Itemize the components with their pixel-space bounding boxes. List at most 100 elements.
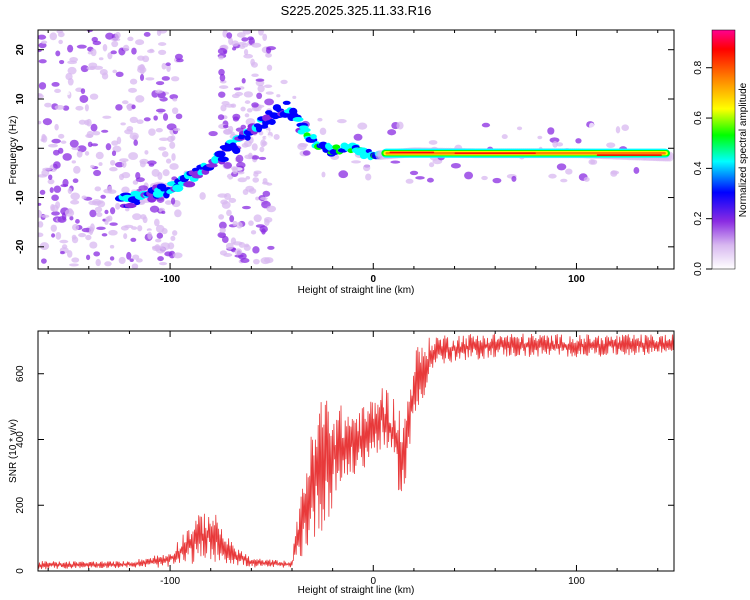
snr-panel: -100 0 100 0 200 400 600 Height of straight li… xyxy=(8,330,675,596)
spectrogram-noise-blob xyxy=(158,49,167,55)
spectrogram-noise-blob xyxy=(170,135,176,141)
spectrogram-noise-blob xyxy=(38,174,48,178)
spectrogram-noise-blob xyxy=(90,143,99,147)
snr-xlabel: Height of straight line (km) xyxy=(298,585,415,596)
spectrogram-noise-blob xyxy=(42,167,52,171)
spectrogram-noise-blob xyxy=(89,65,96,70)
spectrogram-noise-blob xyxy=(38,34,47,40)
spectrogram-noise-blob xyxy=(59,239,69,244)
spectrogram-noise-blob xyxy=(292,95,297,100)
spectrogram-noise-blob xyxy=(537,135,543,140)
spectrogram-noise-blob xyxy=(139,160,146,168)
spectrogram-noise-blob xyxy=(75,219,80,224)
spectrogram-noise-blob xyxy=(481,122,491,128)
spectrogram-noise-blob xyxy=(165,158,172,164)
spectrogram-noise-blob xyxy=(262,181,269,185)
spectrogram-noise-blob xyxy=(62,178,69,187)
spectrogram-noise-blob xyxy=(160,242,171,251)
spectrogram-noise-blob xyxy=(589,122,595,130)
spectrogram-noise-blob xyxy=(138,185,149,191)
spectrogram-noise-blob xyxy=(142,216,148,224)
spectrogram-noise-blob xyxy=(244,113,250,118)
spectrogram-noise-blob xyxy=(172,97,178,102)
spectrogram-noise-blob xyxy=(218,91,226,98)
spectrogram-noise-blob xyxy=(148,128,156,136)
spectrogram-ridge-blob xyxy=(217,156,229,163)
spectrogram-noise-blob xyxy=(135,171,141,180)
spectrogram-noise-blob xyxy=(110,37,121,42)
spectrogram-noise-blob xyxy=(105,143,112,151)
spectrogram-noise-blob xyxy=(55,50,61,57)
spectrogram-noise-blob xyxy=(127,36,134,42)
spectrogram-noise-blob xyxy=(351,160,362,164)
spectrogram-noise-blob xyxy=(135,95,145,103)
spectrogram-noise-blob xyxy=(250,58,255,66)
spectrogram-noise-blob xyxy=(84,104,89,112)
spectrogram-noise-blob xyxy=(250,230,257,235)
spectrogram-noise-blob xyxy=(115,104,123,111)
spectrogram-ridge-blob xyxy=(232,146,241,154)
spectrogram-noise-blob xyxy=(38,120,42,125)
spectrogram-noise-blob xyxy=(248,152,253,159)
spectrogram-noise-blob xyxy=(174,209,182,218)
snr-ytick-label: 200 xyxy=(15,496,26,513)
spectrogram-noise-blob xyxy=(259,146,265,153)
spectrogram-noise-blob xyxy=(129,116,139,124)
spectrogram-noise-blob xyxy=(265,91,274,95)
spectrogram-noise-blob xyxy=(405,178,414,184)
spectrogram-noise-blob xyxy=(387,129,397,136)
spectrogram-noise-blob xyxy=(252,177,260,183)
spectrogram-noise-blob xyxy=(223,162,233,169)
spectrogram-noise-blob xyxy=(88,227,94,236)
spectrogram-noise-blob xyxy=(218,221,227,230)
snr-xtick-label: -100 xyxy=(160,576,180,587)
spectrogram-noise-blob xyxy=(590,159,598,165)
spectrogram-noise-blob xyxy=(66,250,73,258)
spectrogram-noise-blob xyxy=(162,169,170,177)
spectrogram-noise-blob xyxy=(317,117,323,122)
spectrogram-noise-blob xyxy=(54,105,65,110)
colorbar-tick-label: 0.2 xyxy=(693,211,704,225)
spectrogram-ridge-blob xyxy=(214,150,226,158)
colorbar-tick-label: 0.4 xyxy=(693,161,704,175)
spectrogram-noise-blob xyxy=(71,224,80,231)
spectrogram-noise-blob xyxy=(548,173,557,179)
spectrogram-noise-blob xyxy=(51,82,60,87)
spectrogram-noise-blob xyxy=(321,171,326,178)
spectrogram-noise-blob xyxy=(81,195,87,200)
spectrogram-noise-blob xyxy=(241,205,251,210)
spectrogram-noise-blob xyxy=(47,179,55,185)
spectrogram-ridge-blob xyxy=(172,184,184,192)
spectrogram-noise-blob xyxy=(59,59,65,65)
spectrogram-noise-blob xyxy=(234,254,244,258)
spectrogram-noise-blob xyxy=(75,105,84,111)
spectrogram-band-layer xyxy=(454,152,536,154)
spectrogram-noise-blob xyxy=(92,40,102,46)
spectrogram-noise-blob xyxy=(241,43,249,48)
snr-ticks: -100 0 100 0 200 400 600 xyxy=(15,331,674,587)
spectrogram-noise-blob xyxy=(155,238,162,243)
spectrogram-noise-blob xyxy=(257,52,262,59)
spectrogram-noise-blob xyxy=(38,59,47,64)
spectrogram-noise-blob xyxy=(233,87,242,91)
spectrogram-noise-blob xyxy=(101,233,108,237)
spectrogram-noise-blob xyxy=(49,32,58,41)
snr-series xyxy=(38,333,674,570)
spectrogram-noise-blob xyxy=(114,161,125,168)
spectrogram-noise-blob xyxy=(41,214,50,218)
spectrogram-noise-blob xyxy=(115,202,121,210)
spectrogram-ridge-blob xyxy=(124,202,137,209)
spectrogram-noise-blob xyxy=(162,113,169,121)
spectrogram-noise-blob xyxy=(89,209,97,218)
spectrogram-noise-blob xyxy=(169,163,179,170)
spectrogram-noise-blob xyxy=(238,241,246,248)
spectrogram-noise-blob xyxy=(38,232,44,238)
spectrogram-noise-blob xyxy=(105,216,111,223)
spectrogram-noise-blob xyxy=(229,215,235,223)
spectrogram-noise-blob xyxy=(244,243,250,248)
spectrogram-noise-blob xyxy=(154,244,161,251)
spectrogram-noise-blob xyxy=(228,197,237,203)
spectrogram-noise-blob xyxy=(67,78,74,86)
spectrogram-noise-blob xyxy=(171,76,180,82)
